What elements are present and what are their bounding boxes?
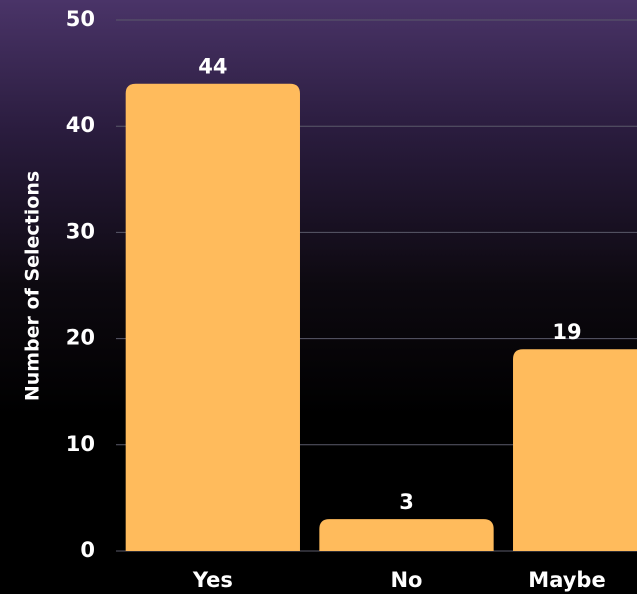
y-tick-label: 40: [66, 113, 95, 137]
category-label-maybe: Maybe: [528, 568, 605, 592]
y-tick-label: 10: [66, 432, 95, 456]
bars: [125, 83, 637, 551]
value-label-maybe: 19: [552, 320, 581, 344]
y-axis-title: Number of Selections: [22, 171, 44, 401]
bar-maybe: [513, 349, 637, 551]
category-label-no: No: [390, 568, 422, 592]
y-tick-label: 0: [80, 538, 95, 562]
value-label-no: 3: [399, 490, 414, 514]
category-label-yes: Yes: [192, 568, 233, 592]
y-tick-label: 20: [66, 326, 95, 350]
bar-yes: [125, 83, 300, 551]
value-labels: 44 3 19: [198, 55, 581, 514]
y-axis-ticks: 0 10 20 30 40 50: [66, 7, 95, 562]
x-axis-categories: Yes No Maybe: [192, 568, 606, 592]
y-tick-label: 30: [66, 219, 95, 243]
y-tick-label: 50: [66, 7, 95, 31]
bar-no: [319, 519, 494, 551]
value-label-yes: 44: [198, 55, 227, 79]
